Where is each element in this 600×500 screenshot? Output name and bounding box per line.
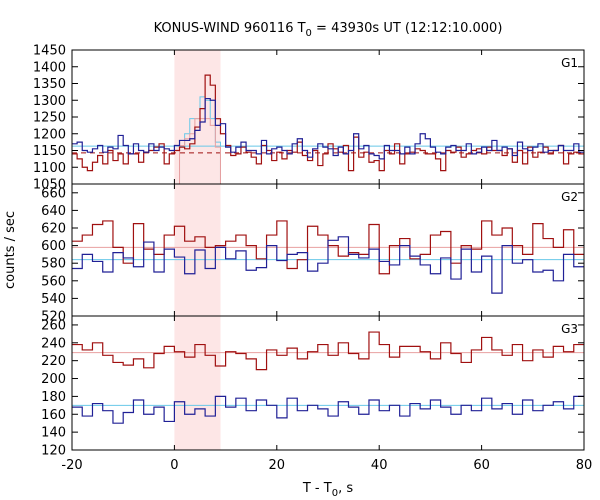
g2-ytick-label: 620	[41, 222, 66, 237]
g1-ytick-label: 1400	[33, 60, 66, 75]
xtick-label: 60	[473, 458, 490, 473]
g1-ytick-label: 1250	[33, 111, 66, 126]
g2-ytick-label: 520	[41, 310, 66, 325]
g3-ytick-label: 120	[41, 444, 66, 459]
xtick-label: 20	[269, 458, 286, 473]
g3-ytick-label: 160	[41, 408, 66, 423]
g3-ytick-label: 140	[41, 426, 66, 441]
panel-label-g1: G1	[561, 56, 578, 70]
xtick-label: 40	[371, 458, 388, 473]
text-layer: 105011001150120012501300135014001450G152…	[3, 21, 592, 499]
g1-series-navy	[72, 97, 584, 160]
g1-series-dark-red	[72, 74, 584, 172]
g3-ytick-label: 180	[41, 390, 66, 405]
g1-ytick-label: 1450	[33, 44, 66, 59]
g1-ytick-label: 1100	[33, 161, 66, 176]
g1-ytick-label: 1050	[33, 178, 66, 193]
plot-frame	[71, 49, 585, 451]
xtick-label: 80	[576, 458, 593, 473]
g2-ytick-label: 640	[41, 204, 66, 219]
g2-ytick-label: 600	[41, 239, 66, 254]
g1-highlight-bars-2	[179, 118, 221, 184]
g3-series-dark-red	[72, 331, 584, 371]
g1-ytick-label: 1150	[33, 144, 66, 159]
g2-ytick-label: 540	[41, 292, 66, 307]
g2-ytick-label: 560	[41, 274, 66, 289]
xtick-label: -20	[61, 458, 82, 473]
g1-ytick-label: 1200	[33, 127, 66, 142]
g1-ytick-label: 1350	[33, 77, 66, 92]
g2-ytick-label: 660	[41, 186, 66, 201]
xtick-label: 0	[170, 458, 178, 473]
g3-series-navy	[72, 395, 584, 424]
g3-ytick-label: 260	[41, 318, 66, 333]
g2-ytick-label: 580	[41, 257, 66, 272]
axes-layer	[71, 49, 585, 451]
g2-series-navy	[72, 236, 584, 294]
data-layer	[72, 74, 584, 424]
y-axis-title: counts / sec	[3, 211, 18, 289]
panel-label-g2: G2	[561, 190, 578, 204]
x-axis-title: T - T0, s	[302, 481, 353, 499]
g3-ytick-label: 200	[41, 372, 66, 387]
g1-ytick-label: 1300	[33, 94, 66, 109]
panel-label-g3: G3	[561, 322, 578, 336]
chart-title: KONUS-WIND 960116 T0 = 43930s UT (12:12:…	[154, 21, 503, 39]
g3-ytick-label: 220	[41, 354, 66, 369]
g3-ytick-label: 240	[41, 336, 66, 351]
